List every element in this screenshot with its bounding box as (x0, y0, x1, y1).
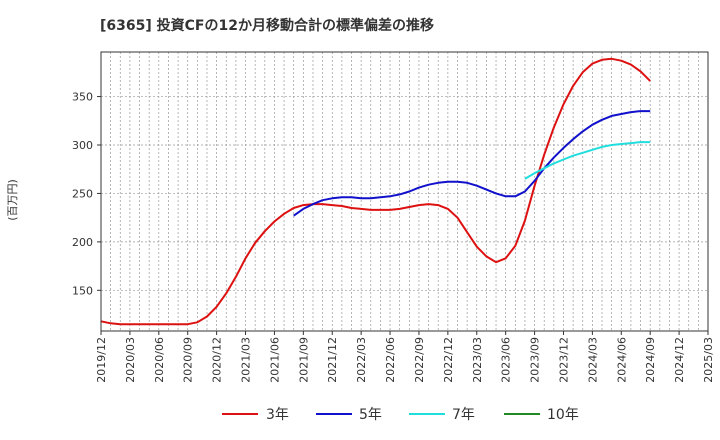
x-tick-label: 2021/09 (297, 337, 310, 383)
x-tick-label: 2022/06 (384, 337, 397, 383)
x-tick-label: 2021/12 (326, 337, 339, 383)
x-tick-label: 2022/09 (413, 337, 426, 383)
y-axis-label: (百万円) (6, 179, 19, 221)
y-tick-label: 350 (72, 91, 93, 104)
x-tick-label: 2023/03 (471, 337, 484, 383)
series-line-3 (524, 141, 651, 180)
legend: 3年 5年 7年 10年 (222, 407, 579, 423)
series-line-2 (293, 110, 651, 217)
x-tick-label: 2025/03 (702, 337, 715, 383)
y-tick-labels: 150 200 250 300 350 (72, 91, 101, 297)
y-tick-label: 300 (72, 139, 93, 152)
x-tick-label: 2023/09 (529, 337, 542, 383)
plot-frame (100, 51, 709, 332)
chart-title: [6365] 投資CFの12か月移動合計の標準偏差の推移 (100, 17, 434, 34)
grid-lines (100, 52, 709, 331)
x-tick-label: 2019/12 (95, 337, 108, 383)
x-tick-label: 2021/06 (268, 337, 281, 383)
x-tick-label: 2020/09 (182, 337, 195, 383)
x-tick-label: 2020/12 (211, 337, 224, 383)
x-tick-labels: 2019/12 2020/03 2020/06 2020/09 2020/12 2021/… (95, 331, 715, 383)
y-tick-label: 150 (72, 284, 93, 297)
x-tick-label: 2022/03 (355, 337, 368, 383)
series-line-1 (100, 57, 651, 326)
legend-label-1: 3年 (266, 407, 289, 423)
series-lines (100, 57, 651, 326)
legend-label-4: 10年 (547, 407, 579, 423)
y-tick-label: 200 (72, 236, 93, 249)
x-tick-label: 2023/06 (500, 337, 513, 383)
x-tick-label: 2020/03 (124, 337, 137, 383)
x-tick-label: 2023/12 (557, 337, 570, 383)
plot-background (101, 52, 708, 331)
x-tick-label: 2020/06 (153, 337, 166, 383)
x-tick-label: 2024/09 (644, 337, 657, 383)
x-tick-label: 2024/12 (673, 337, 686, 383)
axes (100, 51, 709, 332)
x-tick-label: 2021/03 (240, 337, 253, 383)
x-tick-label: 2022/12 (442, 337, 455, 383)
plot-area (101, 52, 708, 331)
x-tick-label: 2024/06 (615, 337, 628, 383)
y-tick-label: 250 (72, 187, 93, 200)
x-tick-label: 2024/03 (586, 337, 599, 383)
legend-label-2: 5年 (359, 407, 382, 423)
legend-label-3: 7年 (452, 407, 475, 423)
